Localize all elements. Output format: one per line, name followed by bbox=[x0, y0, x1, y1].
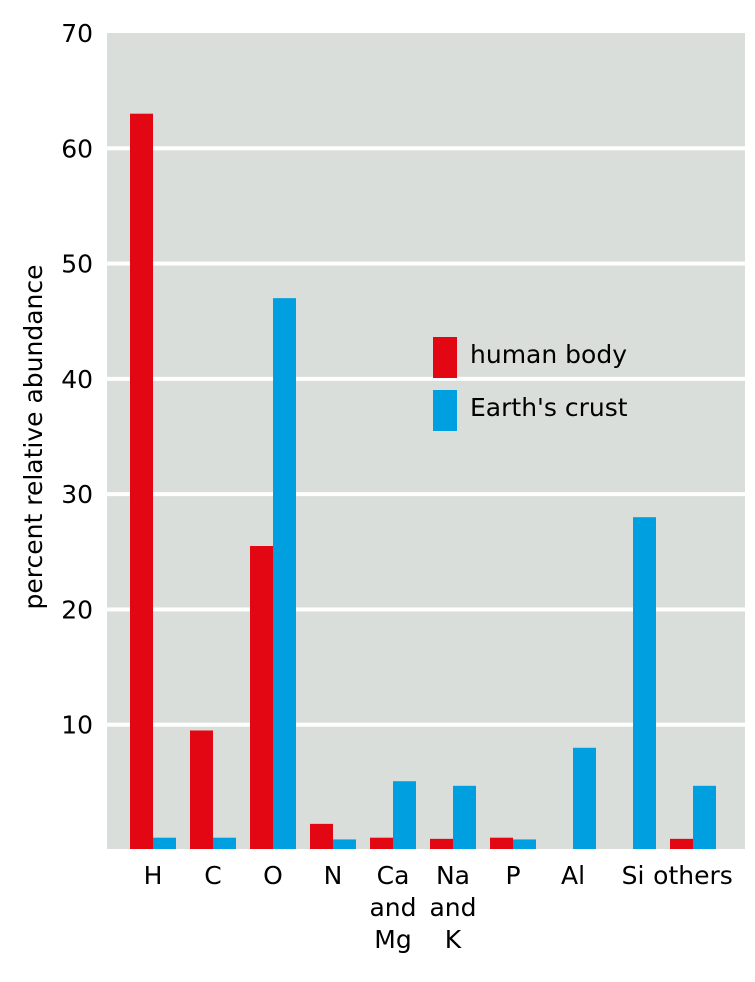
x-tick-label: P bbox=[505, 861, 520, 890]
bar-human-body-h bbox=[130, 113, 153, 849]
x-tick-label: others bbox=[653, 861, 733, 890]
y-axis-label: percent relative abundance bbox=[19, 265, 48, 610]
y-tick-label: 30 bbox=[61, 480, 93, 509]
y-tick-label: 70 bbox=[61, 19, 93, 48]
gridline bbox=[107, 261, 745, 266]
legend-label-earths-crust: Earth's crust bbox=[470, 393, 628, 422]
x-tick-label: Al bbox=[561, 861, 585, 890]
bar-earths-crust-al bbox=[573, 747, 596, 849]
bar-human-body-o bbox=[250, 546, 273, 849]
y-tick-label: 20 bbox=[61, 595, 93, 624]
legend-swatch-earths-crust bbox=[433, 390, 457, 431]
x-tick-label: Si bbox=[622, 861, 645, 890]
x-tick-label: K bbox=[445, 925, 462, 954]
bar-earths-crust-o bbox=[273, 298, 296, 850]
bar-human-body-na bbox=[430, 838, 453, 849]
gridline bbox=[107, 146, 745, 151]
x-tick-label: H bbox=[144, 861, 163, 890]
bar-earths-crust-si bbox=[633, 517, 656, 849]
bar-human-body-c bbox=[190, 730, 213, 849]
x-tick-label: Ca bbox=[377, 861, 410, 890]
gridline bbox=[107, 376, 745, 381]
x-tick-label: and bbox=[369, 893, 416, 922]
x-tick-label: Mg bbox=[374, 925, 411, 954]
bar-earths-crust-others bbox=[693, 785, 716, 849]
legend: human body Earth's crust bbox=[433, 337, 628, 431]
bar-human-body-n bbox=[310, 823, 333, 849]
bar-earths-crust-h bbox=[153, 837, 176, 849]
y-tick-label: 10 bbox=[61, 711, 93, 740]
x-tick-label: Na bbox=[436, 861, 470, 890]
y-tick-label: 40 bbox=[61, 365, 93, 394]
x-tick-label: O bbox=[263, 861, 283, 890]
x-tick-label: and bbox=[429, 893, 476, 922]
legend-label-human-body: human body bbox=[470, 340, 627, 369]
y-tick-label: 60 bbox=[61, 134, 93, 163]
bar-human-body-others bbox=[670, 838, 693, 849]
x-tick-label: C bbox=[204, 861, 221, 890]
legend-swatch-human-body bbox=[433, 337, 457, 378]
bar-human-body-p bbox=[490, 837, 513, 849]
bar-earths-crust-c bbox=[213, 837, 236, 849]
bar-earths-crust-na bbox=[453, 785, 476, 849]
bar-earths-crust-ca bbox=[393, 781, 416, 849]
gridline bbox=[107, 722, 745, 727]
gridline bbox=[107, 492, 745, 497]
bar-earths-crust-n bbox=[333, 839, 356, 849]
bar-human-body-ca bbox=[370, 837, 393, 849]
x-tick-label: N bbox=[324, 861, 343, 890]
y-tick-label: 50 bbox=[61, 250, 93, 279]
bar-earths-crust-p bbox=[513, 839, 536, 849]
gridline bbox=[107, 607, 745, 612]
